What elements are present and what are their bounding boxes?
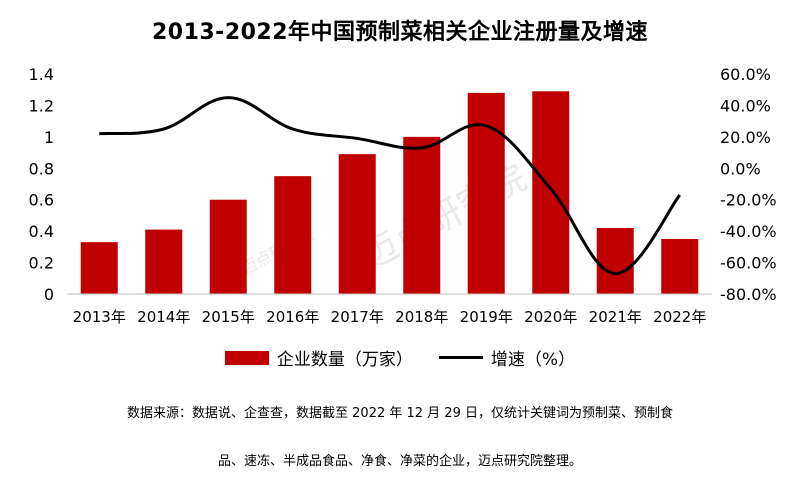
legend-bar-swatch [224, 350, 269, 365]
left-axis-tick-label: 0.4 [29, 222, 54, 241]
bar-2013年 [80, 242, 118, 294]
left-axis-tick-label: 1 [44, 128, 54, 147]
bar-2020年 [532, 91, 570, 295]
legend-line-label: 增速（%） [490, 350, 576, 370]
bar-2018年 [403, 136, 441, 294]
right-axis-tick-label: -20.0% [720, 191, 777, 210]
x-axis-tick-label: 2021年 [589, 308, 642, 326]
x-axis-tick-label: 2018年 [395, 308, 448, 326]
left-axis-tick-label: 0 [44, 285, 54, 304]
legend: 企业数量（万家） 增速（%） [0, 345, 800, 370]
source-note-line-2: 品、速冻、半成品食品、净食、净菜的企业，迈点研究院整理。 [217, 454, 582, 469]
bar-2017年 [338, 154, 376, 294]
left-axis-tick-label: 0.2 [29, 254, 54, 273]
right-axis-tick-label: 0.0% [720, 159, 761, 178]
right-axis-tick-label: -40.0% [720, 222, 777, 241]
bar-2019年 [467, 92, 505, 294]
x-axis-tick-label: 2020年 [524, 308, 577, 326]
left-axis-tick-label: 1.4 [29, 65, 54, 84]
svg-text:迈点研究院: 迈点研究院 [355, 157, 533, 278]
source-note-line-1: 数据来源：数据说、企查查，数据截至 2022 年 12 月 29 日，仅统计关键… [127, 406, 673, 421]
x-axis-tick-label: 2016年 [266, 308, 319, 326]
x-axis-tick-label: 2017年 [331, 308, 384, 326]
right-axis-tick-label: 40.0% [720, 96, 771, 115]
bar-2021年 [596, 228, 634, 294]
x-axis-tick-label: 2022年 [653, 308, 706, 326]
right-axis-tick-label: -60.0% [720, 254, 777, 273]
right-axis-tick-label: 60.0% [720, 65, 771, 84]
legend-bar-label: 企业数量（万家） [276, 350, 413, 370]
x-axis-tick-label: 2013年 [73, 308, 126, 326]
bar-2016年 [274, 176, 312, 294]
chart-title: 2013-2022年中国预制菜相关企业注册量及增速 [151, 20, 649, 45]
legend-line-swatch [438, 356, 483, 359]
x-axis-tick-label: 2015年 [202, 308, 255, 326]
right-axis-tick-label: -80.0% [720, 285, 777, 304]
left-axis-tick-label: 0.6 [29, 191, 54, 210]
left-axis-tick-label: 1.2 [29, 96, 54, 115]
bar-2014年 [145, 229, 183, 294]
right-axis-tick-label: 20.0% [720, 128, 771, 147]
legend-item-line: 增速（%） [438, 345, 576, 370]
growth-rate-line [99, 96, 681, 276]
bar-2015年 [209, 199, 247, 294]
legend-item-bar: 企业数量（万家） [224, 345, 413, 370]
x-axis-tick-label: 2014年 [137, 308, 190, 326]
x-axis-tick-label: 2019年 [460, 308, 513, 326]
left-axis-tick-label: 0.8 [29, 159, 54, 178]
bar-2022年 [661, 239, 699, 294]
